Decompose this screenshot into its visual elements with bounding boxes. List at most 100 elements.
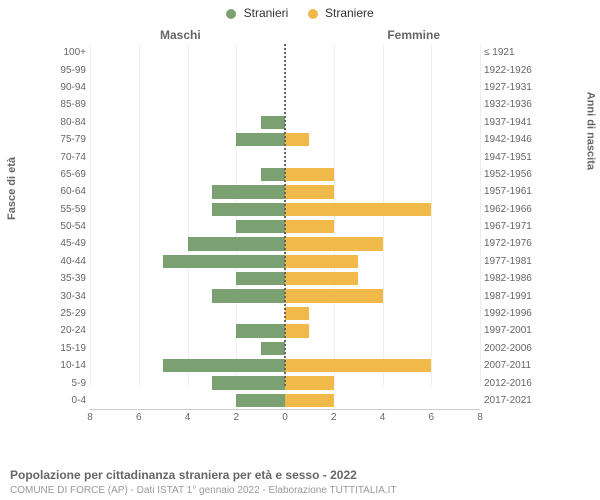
legend-male-label: Stranieri: [244, 6, 289, 20]
birth-year-label: ≤ 1921: [484, 47, 542, 58]
bar-male: [163, 359, 285, 372]
bar-male: [236, 133, 285, 146]
y-axis-right-label: Anni di nascita: [584, 92, 596, 170]
age-label: 30-34: [48, 291, 86, 302]
x-tick-label: 6: [136, 412, 142, 423]
birth-year-label: 2017-2021: [484, 395, 542, 406]
legend-female-swatch: [308, 9, 318, 19]
age-label: 50-54: [48, 221, 86, 232]
legend: Stranieri Straniere: [0, 0, 600, 20]
birth-year-label: 1972-1976: [484, 238, 542, 249]
bar-male: [163, 255, 285, 268]
bar-male: [188, 237, 286, 250]
birth-year-label: 1962-1966: [484, 204, 542, 215]
birth-year-label: 1997-2001: [484, 325, 542, 336]
bar-female: [285, 359, 431, 372]
bar-female: [285, 203, 431, 216]
legend-male-swatch: [226, 9, 236, 19]
legend-male: Stranieri: [226, 6, 288, 20]
bar-male: [212, 203, 285, 216]
bar-female: [285, 324, 309, 337]
chart-container: { "legend": { "male": { "label": "Strani…: [0, 0, 600, 500]
center-divider: [284, 44, 286, 386]
bar-female: [285, 376, 334, 389]
age-label: 0-4: [48, 395, 86, 406]
age-label: 45-49: [48, 238, 86, 249]
bar-female: [285, 289, 383, 302]
birth-year-label: 1967-1971: [484, 221, 542, 232]
age-label: 100+: [48, 47, 86, 58]
age-label: 20-24: [48, 325, 86, 336]
bar-male: [236, 220, 285, 233]
birth-year-label: 1952-1956: [484, 169, 542, 180]
birth-year-label: 2012-2016: [484, 378, 542, 389]
age-label: 85-89: [48, 99, 86, 110]
bar-female: [285, 168, 334, 181]
age-label: 80-84: [48, 117, 86, 128]
birth-year-label: 1927-1931: [484, 82, 542, 93]
age-label: 40-44: [48, 256, 86, 267]
age-label: 95-99: [48, 65, 86, 76]
bar-male: [236, 394, 285, 407]
grid-line: [480, 44, 481, 386]
age-label: 15-19: [48, 343, 86, 354]
y-axis-left-label: Fasce di età: [6, 157, 18, 220]
birth-year-label: 2002-2006: [484, 343, 542, 354]
bar-male: [212, 289, 285, 302]
age-label: 65-69: [48, 169, 86, 180]
age-label: 55-59: [48, 204, 86, 215]
age-label: 60-64: [48, 186, 86, 197]
title-male: Maschi: [160, 28, 201, 42]
x-tick-label: 8: [87, 412, 93, 423]
bar-female: [285, 255, 358, 268]
chart-subcaption: COMUNE DI FORCE (AP) - Dati ISTAT 1° gen…: [10, 485, 397, 496]
age-label: 75-79: [48, 134, 86, 145]
birth-year-label: 1932-1936: [484, 99, 542, 110]
bar-pair: [90, 394, 480, 407]
age-label: 70-74: [48, 152, 86, 163]
bar-female: [285, 133, 309, 146]
age-label: 10-14: [48, 360, 86, 371]
chart-caption: Popolazione per cittadinanza straniera p…: [10, 468, 357, 482]
x-tick-label: 4: [185, 412, 191, 423]
bar-male: [236, 324, 285, 337]
birth-year-label: 1947-1951: [484, 152, 542, 163]
birth-year-label: 1922-1926: [484, 65, 542, 76]
title-female: Femmine: [387, 28, 440, 42]
chart-area: 100+≤ 192195-991922-192690-941927-193185…: [50, 44, 540, 434]
birth-year-label: 1957-1961: [484, 186, 542, 197]
bar-male: [236, 272, 285, 285]
x-tick-label: 6: [428, 412, 434, 423]
x-axis: 8 6 4 2 0 2 4 6 8: [90, 409, 480, 434]
bar-female: [285, 307, 309, 320]
plot-area: 100+≤ 192195-991922-192690-941927-193185…: [90, 44, 480, 410]
x-tick-label: 0: [282, 412, 288, 423]
bar-male: [212, 185, 285, 198]
x-tick-label: 2: [331, 412, 337, 423]
bar-female: [285, 220, 334, 233]
birth-year-label: 1992-1996: [484, 308, 542, 319]
pyramid-row: 0-42017-2021: [90, 392, 480, 409]
age-label: 90-94: [48, 82, 86, 93]
age-label: 5-9: [48, 378, 86, 389]
bar-male: [261, 116, 285, 129]
birth-year-label: 1977-1981: [484, 256, 542, 267]
bar-female: [285, 185, 334, 198]
age-label: 25-29: [48, 308, 86, 319]
birth-year-label: 1987-1991: [484, 291, 542, 302]
birth-year-label: 1937-1941: [484, 117, 542, 128]
birth-year-label: 1982-1986: [484, 273, 542, 284]
legend-female: Straniere: [308, 6, 374, 20]
age-label: 35-39: [48, 273, 86, 284]
bar-female: [285, 272, 358, 285]
bar-female: [285, 237, 383, 250]
legend-female-label: Straniere: [325, 6, 374, 20]
birth-year-label: 1942-1946: [484, 134, 542, 145]
birth-year-label: 2007-2011: [484, 360, 542, 371]
bar-male: [261, 168, 285, 181]
x-tick-label: 2: [233, 412, 239, 423]
x-tick-label: 8: [477, 412, 483, 423]
x-tick-label: 4: [380, 412, 386, 423]
bar-male: [261, 342, 285, 355]
bar-male: [212, 376, 285, 389]
